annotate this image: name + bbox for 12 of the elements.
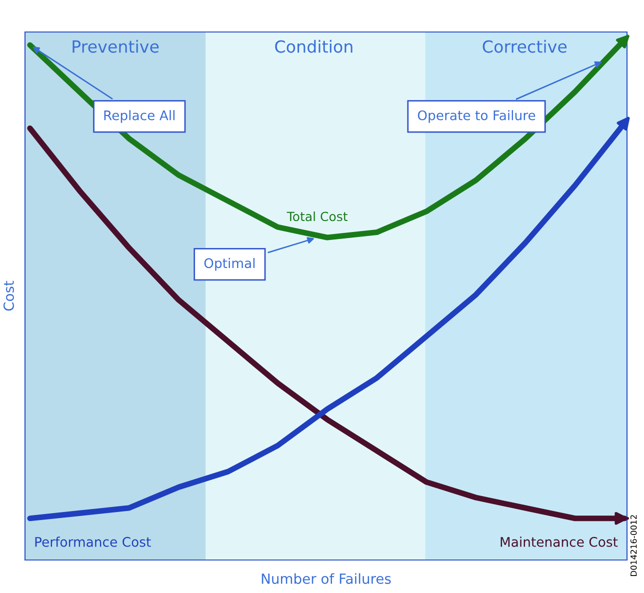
annotation: Preventive <box>72 40 159 53</box>
annotation: Optimal <box>204 258 255 271</box>
annotation: Operate to Failure <box>418 110 536 123</box>
annotation: Condition <box>275 40 352 53</box>
text: D014216-0012 <box>630 515 637 576</box>
series-label: Maintenance Cost <box>500 536 618 547</box>
y-axis-title: Cost <box>3 280 14 311</box>
series-label: Performance Cost <box>35 536 151 547</box>
x-axis-title: Number of Failures <box>262 573 391 584</box>
series-label: Total Cost <box>286 211 348 222</box>
annotation: Corrective <box>482 40 567 53</box>
annotation: Replace All <box>104 110 175 123</box>
